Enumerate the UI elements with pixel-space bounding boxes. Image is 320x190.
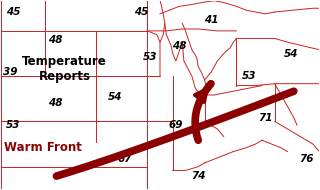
Text: 48: 48 <box>48 35 62 45</box>
Text: 71: 71 <box>258 113 272 123</box>
Text: 54: 54 <box>108 92 123 102</box>
Text: 54: 54 <box>284 48 298 59</box>
Text: 67: 67 <box>118 154 132 164</box>
Text: 45: 45 <box>134 7 148 17</box>
Text: 53: 53 <box>6 120 21 130</box>
Text: 48: 48 <box>48 97 62 108</box>
Text: 48: 48 <box>172 41 186 51</box>
Text: 39: 39 <box>3 67 18 77</box>
Text: 41: 41 <box>204 15 218 25</box>
Text: 53: 53 <box>143 52 158 62</box>
Text: 53: 53 <box>242 71 256 81</box>
Text: Warm Front: Warm Front <box>4 141 82 154</box>
Text: 76: 76 <box>299 154 314 164</box>
Text: 74: 74 <box>191 171 205 181</box>
Text: 69: 69 <box>169 120 183 130</box>
Text: 45: 45 <box>6 7 21 17</box>
Text: Temperature
Reports: Temperature Reports <box>22 55 107 83</box>
